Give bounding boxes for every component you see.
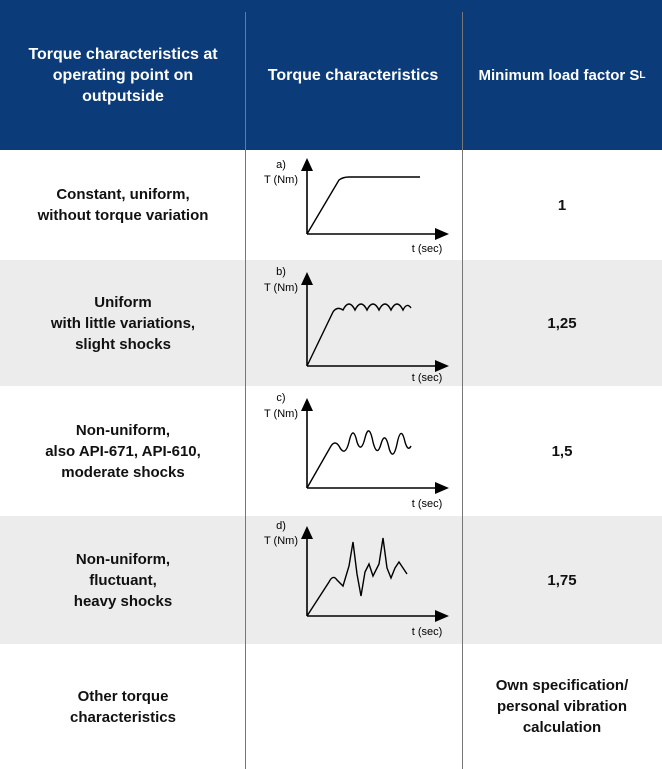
header-operating-point: Torque characteristics at operating poin… — [12, 0, 234, 150]
row-description: Non-uniform, fluctuant, heavy shocks — [10, 516, 236, 644]
graph-x-label: t (sec) — [412, 626, 443, 638]
y-axis-arrow — [301, 272, 313, 285]
header-torque-characteristics: Torque characteristics — [245, 0, 461, 150]
table-header: Torque characteristics at operating poin… — [0, 0, 662, 150]
graph-y-label: T (Nm) — [264, 408, 298, 420]
y-axis-arrow — [301, 158, 313, 171]
graph-letter: d) — [276, 520, 286, 532]
row-description: Constant, uniform, without torque variat… — [10, 150, 236, 260]
graph-letter: c) — [276, 392, 285, 404]
torque-curve — [307, 177, 420, 234]
torque-graph-heavy-shocks: d) T (Nm) t (sec) — [245, 516, 462, 644]
torque-graph-little-variations: b) T (Nm) t (sec) — [245, 260, 462, 386]
graph-letter: b) — [276, 266, 286, 278]
table-row: Non-uniform, fluctuant, heavy shocks d) … — [0, 516, 662, 644]
torque-graph-constant: a) T (Nm) t (sec) — [245, 150, 462, 260]
table-row: Other torque characteristics Own specifi… — [0, 644, 662, 769]
graph-y-label: T (Nm) — [264, 535, 298, 547]
row-description: Non-uniform, also API-671, API-610, mode… — [10, 386, 236, 516]
graph-x-label: t (sec) — [412, 498, 443, 510]
row-description: Uniform with little variations, slight s… — [10, 260, 236, 386]
header-load-factor-label: Minimum load factor S — [479, 65, 640, 86]
row-load-factor: 1 — [462, 150, 662, 260]
graph-y-label: T (Nm) — [264, 282, 298, 294]
row-load-factor: 1,75 — [462, 516, 662, 644]
torque-curve — [307, 304, 411, 366]
graph-x-label: t (sec) — [412, 243, 443, 255]
y-axis-arrow — [301, 398, 313, 411]
graph-x-label: t (sec) — [412, 372, 443, 384]
column-divider — [462, 12, 463, 769]
x-axis-arrow — [435, 228, 449, 240]
x-axis-arrow — [435, 360, 449, 372]
x-axis-arrow — [435, 482, 449, 494]
table-row: Uniform with little variations, slight s… — [0, 260, 662, 386]
row-description: Other torque characteristics — [10, 644, 236, 769]
table-row: Non-uniform, also API-671, API-610, mode… — [0, 386, 662, 516]
y-axis-arrow — [301, 526, 313, 539]
torque-curve — [307, 431, 411, 488]
column-divider — [245, 12, 246, 769]
graph-letter: a) — [276, 159, 286, 171]
row-load-factor: 1,5 — [462, 386, 662, 516]
header-load-factor-subscript: L — [639, 65, 645, 86]
x-axis-arrow — [435, 610, 449, 622]
torque-graph-moderate-shocks: c) T (Nm) t (sec) — [245, 386, 462, 516]
graph-y-label: T (Nm) — [264, 174, 298, 186]
torque-curve — [307, 538, 407, 616]
row-load-factor: Own specification/ personal vibration ca… — [462, 644, 662, 769]
row-load-factor: 1,25 — [462, 260, 662, 386]
table-row: Constant, uniform, without torque variat… — [0, 150, 662, 260]
